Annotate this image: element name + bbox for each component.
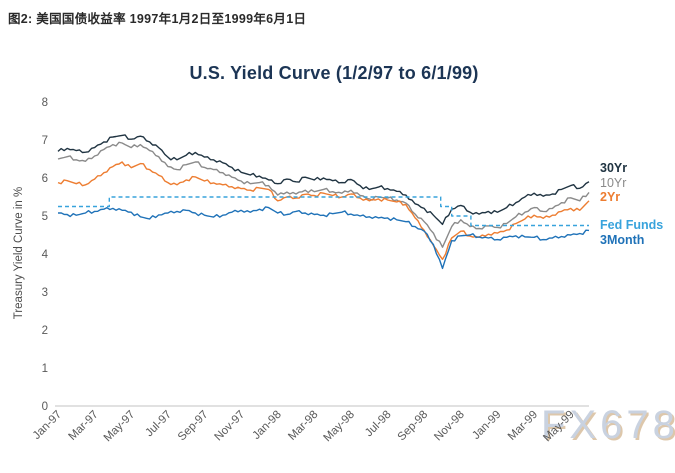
watermark: FX678 (541, 403, 675, 447)
y-tick-label: 5 (42, 211, 48, 223)
y-tick-label: 1 (42, 363, 48, 375)
x-tick-label: Mar-99 (506, 409, 540, 443)
x-tick-label: Jan-99 (470, 409, 503, 442)
series-line-3month (57, 206, 590, 270)
x-tick-label: May-99 (541, 409, 577, 445)
legend-label-fed-funds: Fed Funds (600, 218, 663, 232)
y-tick-label: 0 (42, 401, 48, 413)
series-line-30yr (57, 134, 590, 226)
series-line-10yr (57, 141, 590, 248)
figure-caption: 图2: 美国国债收益率 1997年1月2日至1999年6月1日 (8, 12, 307, 26)
x-tick-label: Jul-97 (143, 409, 174, 440)
legend-label-3month: 3Month (600, 233, 644, 247)
x-tick-label: Mar-97 (66, 409, 100, 443)
series-line-2yr (57, 161, 590, 260)
x-tick-label: Nov-97 (213, 409, 248, 444)
legend-label-10yr: 10Yr (600, 176, 626, 190)
y-tick-label: 7 (42, 135, 48, 147)
y-tick-label: 6 (42, 173, 48, 185)
y-tick-label: 2 (42, 325, 48, 337)
x-tick-label: Mar-98 (286, 409, 320, 443)
y-tick-label: 3 (42, 287, 48, 299)
series-line-fed-funds (58, 196, 589, 227)
x-tick-label: May-97 (102, 409, 138, 445)
x-tick-label: Nov-98 (432, 409, 467, 444)
y-tick-label: 4 (42, 249, 49, 261)
x-tick-label: Jul-98 (363, 409, 394, 440)
x-tick-label: May-98 (321, 409, 357, 445)
x-tick-label: Sep-97 (176, 409, 211, 444)
legend-label-2yr: 2Yr (600, 190, 620, 204)
legend-label-30yr: 30Yr (600, 161, 627, 175)
x-tick-label: Jan-98 (250, 409, 283, 442)
x-tick-label: Sep-98 (396, 409, 431, 444)
chart-title: U.S. Yield Curve (1/2/97 to 6/1/99) (189, 63, 479, 83)
x-tick-label: Jan-97 (31, 409, 64, 442)
y-tick-label: 8 (42, 97, 48, 109)
